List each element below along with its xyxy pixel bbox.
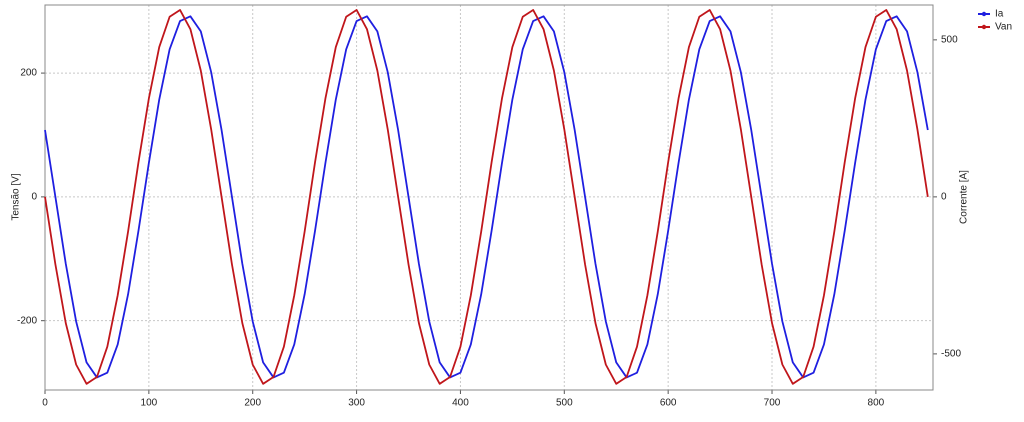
- x-tick-label: 500: [556, 398, 573, 409]
- x-tick-label: 200: [244, 398, 261, 409]
- y-tick-label: -200: [17, 315, 37, 326]
- plot-frame: [44, 4, 934, 391]
- x-tick-label: 400: [452, 398, 469, 409]
- x-tick-label: 0: [42, 398, 48, 409]
- y-tick-label: 200: [20, 68, 37, 79]
- y2-axis-title: Corrente [A]: [959, 170, 970, 224]
- x-tick-label: 300: [348, 398, 365, 409]
- x-tick-label: 100: [141, 398, 158, 409]
- legend-label: Van: [995, 22, 1012, 33]
- y-axis-title: Tensão [V]: [11, 173, 22, 220]
- y2-tick-label: 500: [941, 34, 958, 45]
- series-line: [44, 9, 929, 385]
- legend-label: Ia: [995, 9, 1004, 20]
- x-tick-label: 800: [868, 398, 885, 409]
- x-tick-label: 700: [764, 398, 781, 409]
- legend-marker: [981, 24, 987, 30]
- y-tick-label: 0: [31, 192, 37, 203]
- y2-tick-label: 0: [941, 192, 947, 203]
- series-line: [44, 15, 929, 379]
- x-tick-label: 600: [660, 398, 677, 409]
- y2-tick-label: -500: [941, 349, 961, 360]
- legend-marker: [981, 11, 987, 17]
